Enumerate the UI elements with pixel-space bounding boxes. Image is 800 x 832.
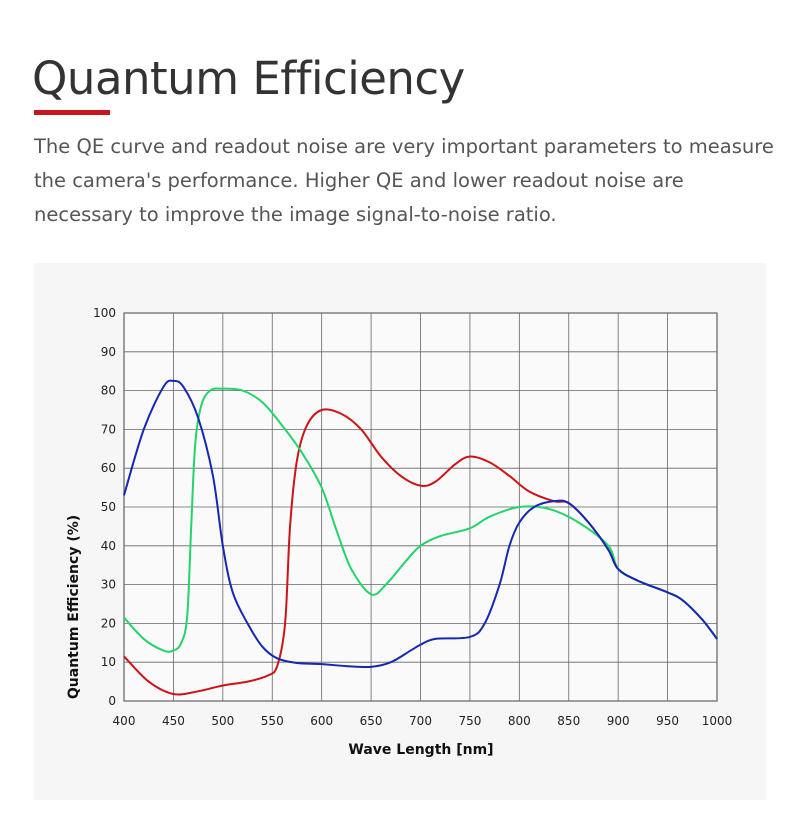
series-lines	[123, 379, 718, 696]
x-tick-label: 450	[162, 714, 185, 728]
chart-container: 0 10 20 30 40 50 60 70 80 90 100 400 450 500 550 600 650…	[34, 263, 766, 800]
y-tick-label: 10	[101, 655, 116, 669]
tick-labels: 0 10 20 30 40 50 60 70 80 90 100 400 450 500 550 600 650…	[93, 306, 732, 728]
x-tick-label: 550	[261, 714, 284, 728]
x-tick-label: 500	[211, 714, 234, 728]
qe-chart: 0 10 20 30 40 50 60 70 80 90 100 400 450 500 550 600 650…	[66, 306, 732, 758]
y-tick-label: 30	[101, 578, 116, 592]
page-title: Quantum Efficiency	[32, 52, 465, 105]
y-tick-label: 100	[93, 306, 116, 320]
grid	[123, 312, 718, 702]
y-tick-label: 90	[101, 345, 116, 359]
series-line-green	[123, 387, 718, 653]
x-tick-label: 950	[656, 714, 679, 728]
title-underline	[34, 110, 110, 115]
y-tick-label: 20	[101, 616, 116, 630]
x-tick-label: 400	[113, 714, 136, 728]
x-tick-label: 1000	[702, 714, 733, 728]
y-tick-label: 40	[101, 539, 116, 553]
x-tick-label: 750	[458, 714, 481, 728]
x-axis-label: Wave Length [nm]	[348, 742, 493, 758]
x-tick-label: 900	[607, 714, 630, 728]
y-tick-label: 70	[101, 422, 116, 436]
x-tick-label: 800	[508, 714, 531, 728]
y-tick-label: 0	[108, 694, 116, 708]
y-tick-label: 50	[101, 500, 116, 514]
x-tick-label: 700	[409, 714, 432, 728]
y-axis-label: Quantum Efficiency (%)	[66, 515, 82, 699]
y-tick-label: 80	[101, 384, 116, 398]
series-line-blue	[123, 379, 718, 669]
x-tick-label: 600	[310, 714, 333, 728]
description: The QE curve and readout noise are very …	[34, 135, 774, 226]
x-tick-label: 650	[360, 714, 383, 728]
x-tick-label: 850	[557, 714, 580, 728]
y-tick-label: 60	[101, 461, 116, 475]
